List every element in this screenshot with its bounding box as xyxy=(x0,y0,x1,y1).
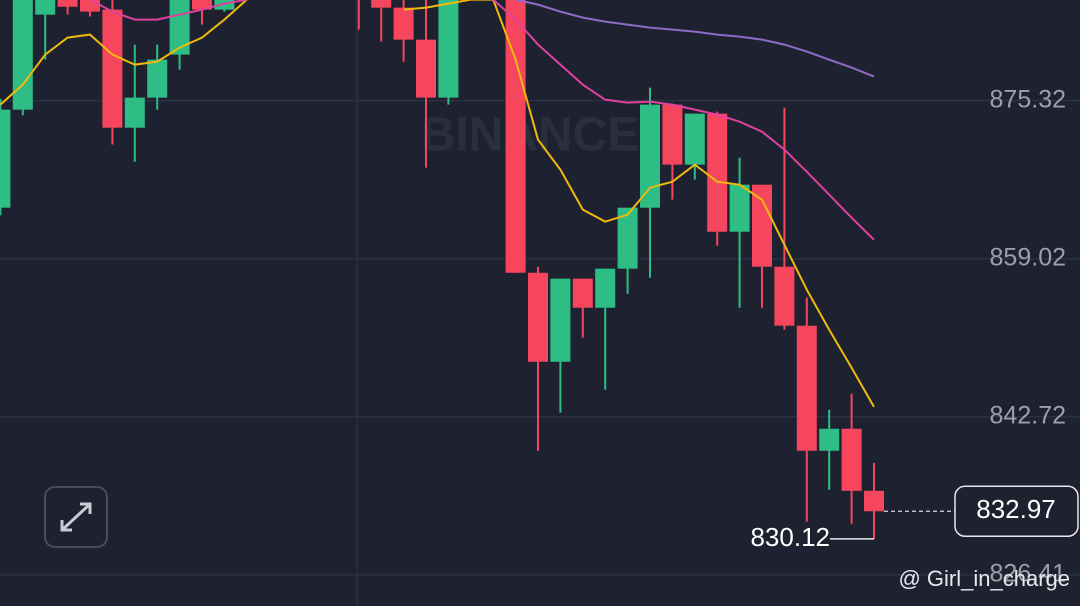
y-tick-label: 859.02 xyxy=(990,243,1066,271)
low-price-label: 830.12 xyxy=(750,522,830,552)
fullscreen-button[interactable] xyxy=(44,486,108,548)
price-box xyxy=(954,485,1079,538)
credit: @ Girl_in_charge xyxy=(898,566,1070,591)
moving-average-line xyxy=(515,0,875,78)
candle-body xyxy=(752,184,772,267)
y-tick-label: 842.72 xyxy=(990,401,1066,429)
plot: 832.97 830.12 xyxy=(0,0,1079,552)
y-tick-label: 826.41 xyxy=(990,559,1066,587)
candle-body xyxy=(528,272,548,362)
grid: 875.32 859.02 842.72 826.41 xyxy=(0,85,1080,587)
candle-body xyxy=(841,428,862,491)
candle-body xyxy=(617,207,638,269)
candle-body xyxy=(595,268,616,308)
candle-body xyxy=(640,104,660,208)
candle-body xyxy=(572,278,593,308)
moving-average-line xyxy=(89,0,875,241)
watermark: BINANCE xyxy=(421,109,640,162)
candle-body xyxy=(0,109,11,208)
candle-body xyxy=(438,0,459,98)
candle-body xyxy=(707,113,728,232)
candle-body xyxy=(729,184,750,232)
candle-body xyxy=(774,266,795,326)
candle-body xyxy=(505,0,526,273)
candle-body xyxy=(662,104,683,165)
candle-body xyxy=(819,428,840,451)
candle-body xyxy=(192,0,212,10)
candle-body xyxy=(12,0,33,110)
candle-body xyxy=(102,9,123,128)
candle-body xyxy=(550,278,571,362)
candle-body xyxy=(124,97,145,128)
candle-body xyxy=(684,113,705,165)
y-tick-label: 875.32 xyxy=(990,85,1066,113)
candle-body xyxy=(371,0,392,8)
candle-body xyxy=(214,0,235,10)
expand-icon xyxy=(60,502,92,532)
candle-body xyxy=(393,7,414,40)
candle-body xyxy=(35,0,56,15)
candle-body xyxy=(796,325,817,451)
candle-body xyxy=(416,39,436,98)
current-price-label: 832.97 xyxy=(976,494,1056,524)
candle-body xyxy=(169,0,190,55)
candle-body xyxy=(57,0,78,7)
candle-body xyxy=(864,490,884,512)
candle-body xyxy=(147,59,168,98)
moving-average-line xyxy=(0,0,875,408)
candle-body xyxy=(80,0,100,12)
